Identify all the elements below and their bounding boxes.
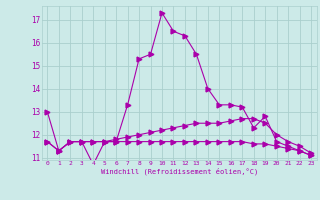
X-axis label: Windchill (Refroidissement éolien,°C): Windchill (Refroidissement éolien,°C) <box>100 168 258 175</box>
